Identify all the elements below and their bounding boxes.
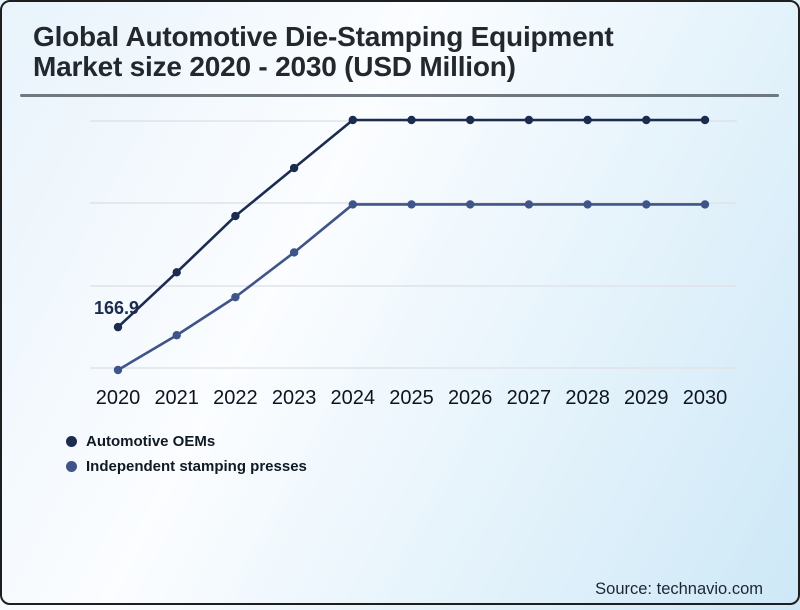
x-tick-label: 2025 <box>389 387 434 409</box>
legend-item-automotive-oems: Automotive OEMs <box>66 433 307 450</box>
x-tick-label: 2027 <box>507 387 552 409</box>
x-tick-label: 2020 <box>96 387 141 409</box>
data-label: 166.9 <box>94 298 139 318</box>
series-marker-icon <box>66 461 77 472</box>
x-tick-label: 2021 <box>154 387 199 409</box>
data-point <box>113 322 123 332</box>
data-point <box>348 200 357 209</box>
title-divider <box>20 94 779 97</box>
data-point <box>113 365 123 375</box>
data-point <box>700 200 710 209</box>
data-point <box>172 331 181 340</box>
source-attribution: Source: technavio.com <box>595 580 763 598</box>
page-title-line2: Market size 2020 - 2030 (USD Million) <box>33 50 516 82</box>
data-point <box>407 200 416 209</box>
series-line <box>116 203 707 372</box>
data-point <box>583 115 592 125</box>
data-point <box>642 200 651 209</box>
series-line <box>116 118 707 329</box>
data-point <box>289 163 299 173</box>
market-size-line-chart: 2020 2021 2022 2023 2024 2025 2026 2027 2028 2029… <box>90 115 737 409</box>
page-title: Global Automotive Die-Stamping Equipment… <box>33 22 781 82</box>
x-tick-label: 2028 <box>565 387 610 409</box>
data-point <box>289 248 299 257</box>
page-title-line1: Global Automotive Die-Stamping Equipment <box>33 21 614 52</box>
data-point <box>524 200 534 209</box>
x-tick-label: 2030 <box>683 387 728 409</box>
legend: Automotive OEMs Independent stamping pre… <box>66 433 307 475</box>
series-marker-icon <box>66 436 77 447</box>
data-point <box>583 200 592 209</box>
legend-label: Independent stamping presses <box>86 458 307 475</box>
data-point <box>466 115 475 125</box>
data-point <box>172 268 181 277</box>
x-tick-label: 2023 <box>272 387 317 409</box>
data-point <box>231 292 240 302</box>
data-point <box>348 115 357 125</box>
data-point <box>642 115 651 125</box>
data-point <box>466 200 475 209</box>
data-point <box>407 115 416 125</box>
data-point <box>524 115 534 125</box>
x-tick-label: 2026 <box>448 387 493 409</box>
x-tick-label: 2029 <box>624 387 669 409</box>
legend-label: Automotive OEMs <box>86 433 216 450</box>
data-point <box>700 115 710 125</box>
x-tick-label: 2024 <box>331 387 376 409</box>
data-point <box>231 211 240 221</box>
legend-item-independent-stamping-presses: Independent stamping presses <box>66 458 307 475</box>
x-tick-label: 2022 <box>213 387 258 409</box>
